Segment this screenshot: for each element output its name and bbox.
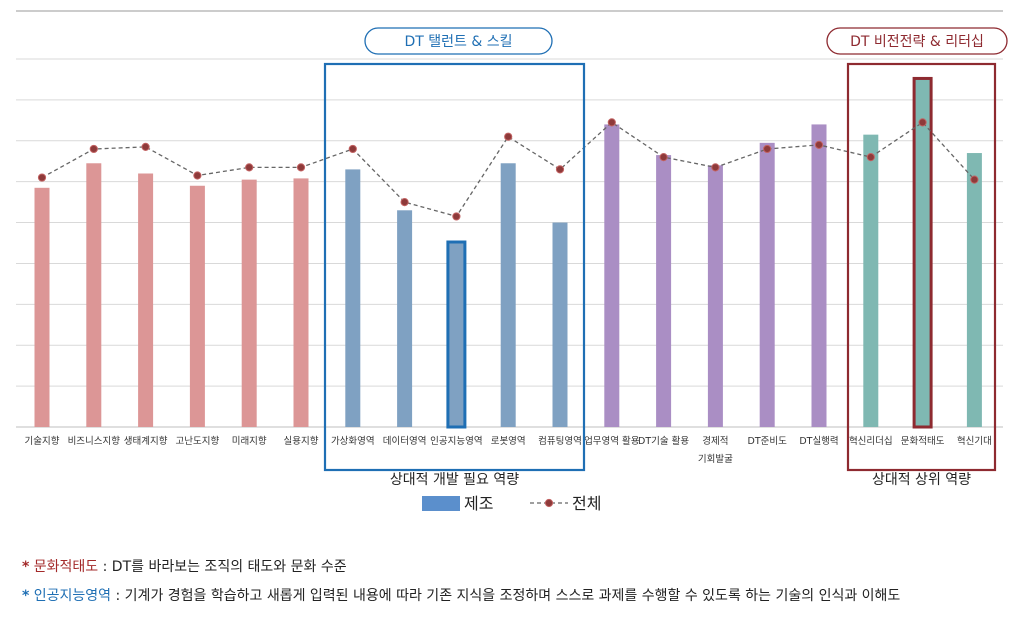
category-label: 비즈니스지향: [68, 435, 121, 447]
total-marker: [607, 118, 616, 127]
total-marker: [711, 163, 720, 172]
note-text-ai: : 기계가 경험을 학습하고 새롭게 입력된 내용에 따라 기존 지식을 조정하…: [111, 588, 901, 604]
bar: [241, 179, 257, 427]
category-label: 미래지향: [232, 435, 267, 447]
note-culture: * 문화적태도 : DT를 바라보는 조직의 태도와 문화 수준: [22, 556, 347, 576]
bar: [656, 155, 672, 428]
bar: [966, 153, 982, 428]
total-marker: [659, 153, 668, 162]
category-label: 인공지능영역: [430, 436, 482, 447]
bar: [552, 222, 568, 427]
group-label: DT 탤런트 & 스킬: [405, 34, 513, 50]
bar: [707, 165, 723, 428]
group-label-pill: [826, 27, 1008, 55]
bar: [86, 163, 102, 427]
total-marker: [193, 171, 202, 180]
group-box: [846, 62, 997, 472]
group-label: DT 비전전략 & 리터십: [850, 34, 984, 50]
bar: [189, 185, 205, 427]
category-label: DT기술 활용: [638, 435, 689, 447]
legend-line-label: 전체: [572, 494, 601, 513]
note-star: *: [22, 559, 30, 575]
total-marker: [555, 165, 565, 174]
total-marker: [348, 144, 357, 154]
highlight-bar-frame: [912, 76, 933, 429]
group-box: [323, 62, 586, 472]
group-label-pill: [364, 27, 553, 55]
total-marker: [89, 144, 98, 154]
bar: [448, 243, 464, 427]
category-label: 기회발굴: [698, 454, 733, 465]
category-label: 컴퓨팅영역: [538, 435, 582, 447]
bar: [759, 142, 775, 428]
category-label: DT준비도: [748, 436, 788, 447]
category-label: 경제적: [702, 435, 728, 447]
bar: [915, 79, 931, 427]
total-marker: [504, 132, 513, 141]
note-star: *: [22, 588, 30, 604]
note-ai: * 인공지능영역 : 기계가 경험을 학습하고 새롭게 입력된 내용에 따라 기…: [22, 585, 900, 605]
total-marker: [245, 163, 254, 172]
bar: [500, 163, 516, 427]
category-label: 로봇영역: [491, 436, 526, 447]
note-key-ai: 인공지능영역: [33, 588, 112, 604]
group-caption: 상대적 상위 역량: [872, 472, 971, 488]
category-label: 고난도지향: [176, 435, 220, 447]
total-marker: [970, 175, 979, 184]
category-label: DT실행력: [799, 435, 838, 447]
category-label: 기술지향: [25, 435, 60, 447]
total-marker: [37, 173, 47, 182]
bar: [811, 124, 827, 427]
category-label: 가상화영역: [331, 436, 375, 447]
bar: [34, 187, 50, 427]
bar: [138, 173, 154, 427]
note-key-culture: 문화적태도: [33, 559, 99, 575]
category-label: 혁신리더십: [849, 436, 893, 447]
note-text-culture: : DT를 바라보는 조직의 태도와 문화 수준: [98, 559, 347, 575]
total-marker: [296, 163, 306, 172]
category-label: 업무영역 활용: [584, 435, 640, 447]
group-caption: 상대적 개발 필요 역량: [390, 472, 519, 488]
legend-line-marker: [544, 498, 554, 508]
total-marker: [918, 118, 927, 127]
category-label: 데이터영역: [383, 436, 427, 447]
bar: [293, 178, 309, 427]
legend-bar-label: 제조: [464, 494, 493, 513]
category-label: 생태계지향: [124, 435, 168, 447]
bar: [604, 124, 620, 427]
bar: [863, 134, 879, 427]
total-marker: [400, 198, 409, 207]
bar: [345, 169, 361, 427]
total-marker: [814, 140, 824, 149]
bar: [397, 210, 413, 427]
total-marker: [763, 144, 772, 154]
total-marker: [866, 153, 875, 162]
comparison-chart: 기술지향 비즈니스지향 생태계지향 고난도지향 미래지향 실용지향 가상화영역 데이터영역 인공…: [16, 10, 1008, 513]
highlight-bar-frame: [446, 240, 467, 429]
category-label: 실용지향: [284, 435, 319, 447]
total-marker: [452, 212, 461, 221]
category-label: 혁신기대: [957, 436, 992, 447]
category-label: 문화적태도: [901, 435, 945, 447]
total-marker: [141, 142, 150, 152]
legend-bar-swatch: [422, 496, 460, 511]
